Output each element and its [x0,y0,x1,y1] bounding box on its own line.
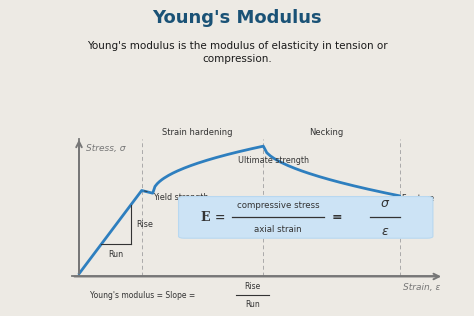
Text: Young's Modulus: Young's Modulus [152,9,322,27]
Text: Strain, ε: Strain, ε [403,283,440,292]
FancyBboxPatch shape [179,197,433,238]
Text: axial strain: axial strain [254,225,302,234]
Text: =: = [331,211,342,224]
Text: Strain hardening: Strain hardening [162,128,232,137]
Text: Young's modulus is the modulus of elasticity in tension or
compression.: Young's modulus is the modulus of elasti… [87,41,387,64]
Text: σ: σ [381,197,389,210]
Text: E =: E = [201,211,225,224]
Text: Run: Run [108,250,123,259]
Text: Fracture: Fracture [401,194,435,203]
Text: Run: Run [245,300,260,309]
Text: Rise: Rise [136,220,153,229]
Text: compressive stress: compressive stress [237,201,319,210]
Text: ε: ε [382,225,388,238]
Text: Stress, σ: Stress, σ [86,144,126,153]
Text: Ultimate strength: Ultimate strength [237,155,309,165]
Text: Young's modulus = Slope =: Young's modulus = Slope = [90,291,198,300]
Text: Necking: Necking [309,128,343,137]
Text: Rise: Rise [244,282,260,291]
Text: Yield strength: Yield strength [145,191,208,202]
